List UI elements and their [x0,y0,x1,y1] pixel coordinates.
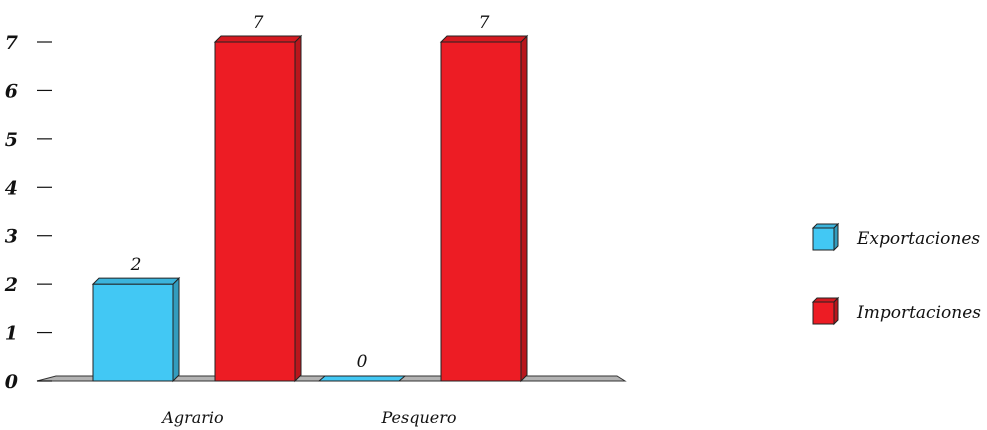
legend-label: Exportaciones [856,229,980,249]
data-labels: 207 7 [130,13,490,372]
bar-top [213,35,303,43]
bar-top [439,35,529,43]
bar-side [294,34,302,383]
legend: Exportaciones Importaciones [811,222,981,326]
bar-flat [317,375,407,382]
ytick-label: 1 [5,323,18,345]
legend-label: Importaciones [856,303,981,323]
y-axis: 0 1 2 3 4 5 6 7 [4,32,52,393]
legend-item-importaciones: Importaciones [811,296,981,326]
bar-front [214,41,296,382]
ytick-label: 3 [5,226,18,248]
bar-side [172,276,180,383]
ytick-label: 0 [5,371,18,393]
ytick-label: 7 [5,32,18,54]
bar-exportaciones-agrario [91,276,181,383]
bar-exportaciones-pesquero [317,375,407,382]
bar-top [91,277,181,285]
data-label: 7 [479,13,490,33]
ytick-label: 2 [4,274,18,296]
bar-front [92,283,174,382]
xtick-label: Pesquero [380,408,456,427]
legend-swatch [812,301,835,325]
legend-item-exportaciones: Exportaciones [811,222,980,252]
data-label: 2 [130,255,142,275]
bars [91,34,529,383]
xtick-label: Agrario [160,408,223,427]
ytick-label: 4 [5,177,18,199]
ytick-label: 5 [5,129,18,151]
x-axis: Agrario Pesquero [160,408,456,427]
bar-front [440,41,522,382]
data-label: 0 [357,352,368,372]
bar-importaciones-pesquero [439,34,529,383]
legend-swatch-side [833,296,839,326]
ytick-label: 6 [5,80,18,102]
legend-swatch-side [833,222,839,252]
bar-side [520,34,528,383]
data-label: 7 [253,13,264,33]
legend-swatch [812,227,835,251]
bar-importaciones-agrario [213,34,303,383]
